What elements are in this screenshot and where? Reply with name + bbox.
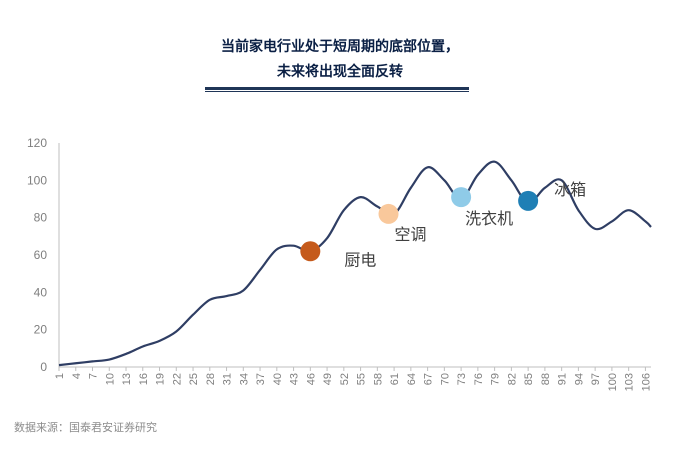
x-tick-label: 52	[339, 373, 351, 385]
x-tick-label: 55	[356, 373, 368, 385]
x-tick-label: 25	[188, 373, 200, 385]
x-tick-label: 91	[557, 373, 569, 385]
title-underline-thin	[205, 91, 469, 92]
data-source: 数据来源：国泰君安证券研究	[14, 421, 157, 434]
x-tick-label: 10	[104, 373, 116, 385]
x-tick-label: 94	[573, 373, 585, 385]
marker-label: 洗衣机	[465, 209, 513, 228]
marker-point	[451, 187, 472, 208]
x-tick-label: 85	[523, 373, 535, 385]
x-tick-label: 1	[54, 373, 66, 379]
x-tick-label: 28	[205, 373, 217, 385]
x-tick-label: 37	[255, 373, 267, 385]
x-tick-label: 88	[540, 373, 552, 385]
y-tick-label: 0	[40, 360, 47, 374]
y-tick-label: 40	[34, 285, 48, 299]
x-tick-label: 100	[607, 373, 619, 391]
y-tick-label: 20	[34, 323, 48, 337]
x-tick-label: 19	[155, 373, 167, 385]
x-tick-label: 61	[389, 373, 401, 385]
x-tick-label: 97	[590, 373, 602, 385]
x-tick-label: 82	[506, 373, 518, 385]
y-tick-label: 60	[34, 248, 48, 262]
x-tick-label: 16	[138, 373, 150, 385]
x-tick-label: 4	[71, 373, 83, 379]
x-tick-label: 64	[406, 373, 418, 385]
x-tick-label: 79	[490, 373, 502, 385]
y-tick-label: 80	[34, 211, 48, 225]
chart-title-line-2: 未来将出现全面反转	[277, 64, 403, 80]
y-tick-label: 120	[27, 136, 47, 150]
x-tick-label: 76	[473, 373, 485, 385]
marker-point	[378, 203, 399, 224]
marker-point	[300, 241, 321, 262]
x-tick-label: 43	[289, 373, 301, 385]
x-tick-label: 13	[121, 373, 133, 385]
marker-label: 空调	[395, 225, 427, 244]
x-tick-label: 22	[171, 373, 183, 385]
series-line	[58, 160, 652, 367]
marker-label: 厨电	[344, 250, 376, 269]
x-tick-label: 40	[272, 373, 284, 385]
x-tick-label: 31	[222, 373, 234, 385]
x-tick-label: 7	[88, 373, 100, 379]
x-tick-label: 46	[305, 373, 317, 385]
x-tick-label: 106	[640, 373, 652, 391]
y-tick-label: 100	[27, 173, 47, 187]
x-tick-label: 103	[624, 373, 636, 391]
x-tick-label: 73	[456, 373, 468, 385]
x-tick-label: 34	[238, 373, 250, 385]
marker-point	[518, 190, 539, 211]
x-tick-label: 67	[423, 373, 435, 385]
x-tick-label: 49	[322, 373, 334, 385]
x-tick-label: 70	[439, 373, 451, 385]
x-tick-label: 58	[372, 373, 384, 385]
marker-label: 冰箱	[554, 180, 586, 199]
chart-title-line-1: 当前家电行业处于短周期的底部位置，	[221, 39, 459, 55]
title-underline-thick	[205, 87, 469, 90]
